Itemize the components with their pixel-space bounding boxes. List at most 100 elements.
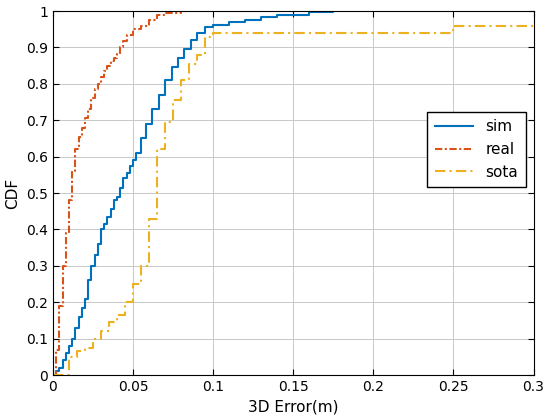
sim	[226, 19, 233, 24]
real	[123, 32, 130, 37]
sim	[56, 365, 63, 370]
sota	[170, 98, 177, 103]
real	[75, 134, 82, 139]
sim	[91, 252, 98, 257]
sim	[98, 227, 104, 232]
real	[59, 263, 66, 268]
sota	[82, 345, 89, 350]
sota	[162, 120, 168, 125]
sota	[370, 30, 377, 35]
sim	[85, 278, 91, 283]
sota	[106, 320, 112, 325]
real	[178, 8, 184, 13]
real	[95, 81, 101, 87]
real	[91, 87, 98, 92]
real	[50, 373, 56, 378]
sim	[65, 344, 72, 349]
sim	[88, 263, 95, 268]
sota	[50, 373, 56, 378]
X-axis label: 3D Error(m): 3D Error(m)	[248, 399, 338, 415]
sota	[138, 263, 144, 268]
sim	[53, 369, 59, 374]
sim	[138, 136, 144, 141]
sota	[146, 216, 152, 221]
sota	[74, 349, 80, 354]
sota	[98, 329, 104, 334]
sota	[130, 281, 136, 286]
sota	[154, 147, 161, 152]
real	[63, 231, 69, 236]
sim	[50, 373, 56, 378]
real	[53, 347, 59, 352]
sota	[258, 30, 265, 35]
sim	[117, 185, 124, 190]
sim	[123, 171, 130, 176]
sim	[130, 158, 136, 163]
sota	[450, 23, 456, 28]
sim	[274, 12, 280, 17]
sota	[178, 78, 184, 83]
real	[88, 96, 95, 101]
real	[114, 52, 120, 57]
sim	[194, 30, 200, 35]
sim	[174, 56, 181, 61]
real	[98, 74, 104, 79]
sota	[290, 30, 296, 35]
sim	[156, 92, 162, 97]
real	[65, 198, 72, 203]
real	[130, 27, 136, 32]
sota	[202, 34, 208, 39]
sim	[95, 241, 101, 247]
sim	[63, 351, 69, 356]
sim	[181, 47, 188, 52]
real	[162, 10, 168, 16]
real	[79, 125, 85, 130]
sim	[149, 107, 156, 112]
sota	[186, 61, 192, 66]
sim	[142, 121, 149, 126]
sim	[111, 198, 117, 203]
sota	[122, 300, 128, 305]
sim	[133, 150, 140, 155]
Legend: sim, real, sota: sim, real, sota	[427, 112, 526, 187]
sota	[90, 336, 96, 341]
sim	[188, 38, 194, 43]
sota	[530, 23, 537, 28]
real	[69, 169, 75, 174]
sim	[82, 296, 89, 301]
sim	[79, 305, 85, 310]
sim	[107, 207, 114, 212]
real	[120, 38, 127, 43]
Line: sota: sota	[53, 26, 534, 375]
real	[111, 55, 117, 60]
sim	[242, 17, 249, 22]
sim	[104, 214, 111, 219]
sim	[258, 15, 265, 20]
sim	[114, 194, 120, 199]
real	[107, 59, 114, 64]
sim	[72, 325, 79, 330]
sim	[202, 25, 208, 30]
Line: real: real	[53, 11, 181, 375]
sota	[442, 30, 449, 35]
sim	[59, 358, 66, 363]
sota	[194, 52, 200, 57]
sota	[114, 312, 120, 318]
sim	[168, 65, 175, 70]
sim	[126, 163, 133, 168]
real	[101, 68, 108, 74]
real	[117, 45, 124, 50]
sota	[226, 30, 233, 35]
real	[138, 23, 144, 28]
real	[154, 13, 161, 18]
sim	[330, 8, 337, 13]
sim	[120, 176, 127, 181]
real	[82, 116, 89, 121]
sim	[75, 314, 82, 319]
sota	[65, 354, 72, 360]
Y-axis label: CDF: CDF	[6, 178, 20, 209]
sim	[210, 22, 217, 27]
Line: sim: sim	[53, 11, 333, 375]
sota	[210, 30, 217, 35]
real	[72, 147, 79, 152]
